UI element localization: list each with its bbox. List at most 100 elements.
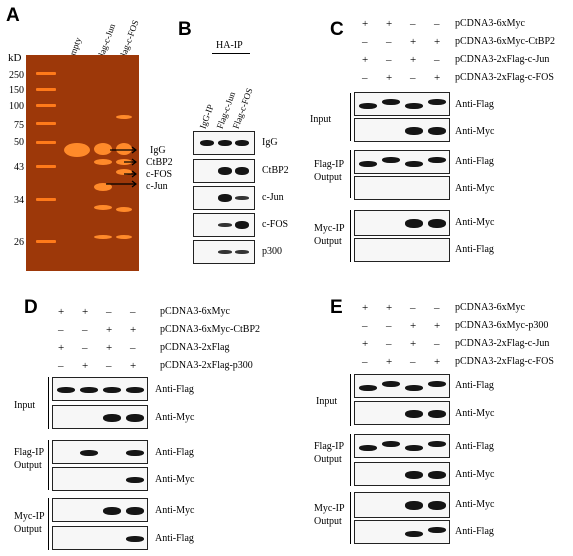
e-group-myc-ip: Myc-IP Output	[314, 503, 345, 527]
e-condition-4: pCDNA3-2xFlag-c-FOS	[455, 356, 554, 367]
e-flagip-myc-label: Anti-Myc	[455, 469, 495, 480]
b-blot-cfos	[193, 213, 255, 237]
kd-label: kD	[8, 52, 22, 64]
d-blot-input-flag	[52, 377, 148, 401]
e-sign-grid: + + – – – – + + + – + – – + – +	[362, 302, 441, 368]
b-lane-header-igg: IgG-IP	[197, 103, 216, 130]
gel-band-cfos-low	[116, 207, 132, 212]
e-blot-mycip-myc	[354, 492, 450, 518]
marker-50: 50	[14, 137, 24, 148]
d-mycip-myc-label: Anti-Myc	[155, 505, 195, 516]
panel-c-letter: C	[330, 19, 344, 40]
c-mycip-myc-label: Anti-Myc	[455, 217, 495, 228]
e-blot-mycip-flag	[354, 520, 450, 544]
c-blot-flagip-myc	[354, 176, 450, 200]
band-label-igg: IgG	[150, 145, 166, 156]
c-condition-3: pCDNA3-2xFlag-c-Jun	[455, 54, 550, 65]
c-condition-1: pCDNA3-6xMyc	[455, 18, 525, 29]
e-blot-flagip-myc	[354, 462, 450, 486]
d-group-myc-ip: Myc-IP Output	[14, 511, 45, 535]
b-blot-p300	[193, 240, 255, 264]
c-blot-input-myc	[354, 118, 450, 142]
e-blot-input-myc	[354, 401, 450, 425]
d-flagip-myc-label: Anti-Myc	[155, 474, 195, 485]
gel-band-cfos-cfos	[116, 169, 132, 175]
b-blot-igg	[193, 131, 255, 155]
d-condition-3: pCDNA3-2xFlag	[160, 342, 230, 353]
band-label-cfos: c-FOS	[146, 169, 173, 180]
c-sign-grid: + + – – – – + + + – + – – + – +	[362, 18, 441, 84]
c-blot-flagip-flag	[354, 150, 450, 174]
e-blot-input-flag	[354, 374, 450, 398]
gel-band-arrows	[106, 146, 137, 188]
e-condition-3: pCDNA3-2xFlag-c-Jun	[455, 338, 550, 349]
d-blot-mycip-myc	[52, 498, 148, 522]
e-group-flag-ip: Flag-IP Output	[314, 441, 344, 465]
d-condition-2: pCDNA3-6xMyc-CtBP2	[160, 324, 261, 335]
c-blot-mycip-myc	[354, 210, 450, 236]
c-mycip-flag-label: Anti-Flag	[455, 244, 494, 255]
b-blot-ctbp2	[193, 159, 255, 183]
b-row-igg: IgG	[262, 137, 278, 148]
c-input-flag-label: Anti-Flag	[455, 99, 494, 110]
marker-150: 150	[9, 85, 24, 96]
c-condition-2: pCDNA3-6xMyc-CtBP2	[455, 36, 556, 47]
panel-b-letter: B	[178, 19, 192, 40]
e-mycip-flag-label: Anti-Flag	[455, 526, 494, 537]
d-blot-flagip-myc	[52, 467, 148, 491]
gel-band-cjun-ctbp2	[94, 159, 112, 165]
panel-d-letter: D	[24, 297, 38, 318]
gel-band-empty-igg	[64, 143, 90, 157]
d-blot-mycip-flag	[52, 526, 148, 550]
e-condition-2: pCDNA3-6xMyc-p300	[455, 320, 549, 331]
gel-band-cjun-cjun	[94, 183, 112, 191]
d-flagip-flag-label: Anti-Flag	[155, 447, 194, 458]
marker-26: 26	[14, 237, 24, 248]
d-condition-4: pCDNA3-2xFlag-p300	[160, 360, 253, 371]
d-condition-1: pCDNA3-6xMyc	[160, 306, 230, 317]
e-mycip-myc-label: Anti-Myc	[455, 499, 495, 510]
b-row-cjun: c-Jun	[262, 192, 284, 203]
e-blot-flagip-flag	[354, 434, 450, 458]
c-flagip-myc-label: Anti-Myc	[455, 183, 495, 194]
b-row-cfos: c-FOS	[262, 219, 289, 230]
band-label-ctbp2: CtBP2	[146, 157, 173, 168]
c-group-flag-ip: Flag-IP Output	[314, 159, 344, 183]
d-input-flag-label: Anti-Flag	[155, 384, 194, 395]
e-flagip-flag-label: Anti-Flag	[455, 441, 494, 452]
gel-band-cfos-igg	[116, 143, 132, 155]
d-input-myc-label: Anti-Myc	[155, 412, 195, 423]
d-blot-flagip-flag	[52, 440, 148, 464]
marker-250: 250	[9, 70, 24, 81]
b-row-ctbp2: CtBP2	[262, 165, 289, 176]
c-blot-input-flag	[354, 92, 450, 116]
c-flagip-flag-label: Anti-Flag	[455, 156, 494, 167]
marker-75: 75	[14, 120, 24, 131]
c-group-myc-ip: Myc-IP Output	[314, 223, 345, 247]
gel-band-cjun-low1	[94, 205, 112, 210]
marker-43: 43	[14, 162, 24, 173]
e-input-myc-label: Anti-Myc	[455, 408, 495, 419]
gel-band-cjun-low2	[94, 235, 112, 239]
gel-band-cfos-high	[116, 115, 132, 119]
e-group-input: Input	[316, 396, 338, 407]
e-condition-1: pCDNA3-6xMyc	[455, 302, 525, 313]
b-row-p300: p300	[262, 246, 282, 257]
panel-e-letter: E	[330, 297, 343, 318]
marker-100: 100	[9, 101, 24, 112]
ha-ip-line	[212, 53, 250, 54]
panel-a-letter: A	[6, 5, 20, 26]
c-group-input: Input	[310, 114, 332, 125]
marker-34: 34	[14, 195, 24, 206]
c-blot-mycip-flag	[354, 238, 450, 262]
d-group-input: Input	[14, 400, 36, 411]
c-condition-4: pCDNA3-2xFlag-c-FOS	[455, 72, 554, 83]
gel-band-cfos-low2	[116, 235, 132, 239]
b-blot-cjun	[193, 186, 255, 210]
d-group-flag-ip: Flag-IP Output	[14, 447, 44, 471]
d-sign-grid: + + – – – – + + + – + – – + – +	[58, 306, 137, 372]
d-mycip-flag-label: Anti-Flag	[155, 533, 194, 544]
d-blot-input-myc	[52, 405, 148, 429]
gel-band-cjun-igg	[94, 143, 112, 155]
ha-ip-title: HA-IP	[216, 40, 243, 51]
